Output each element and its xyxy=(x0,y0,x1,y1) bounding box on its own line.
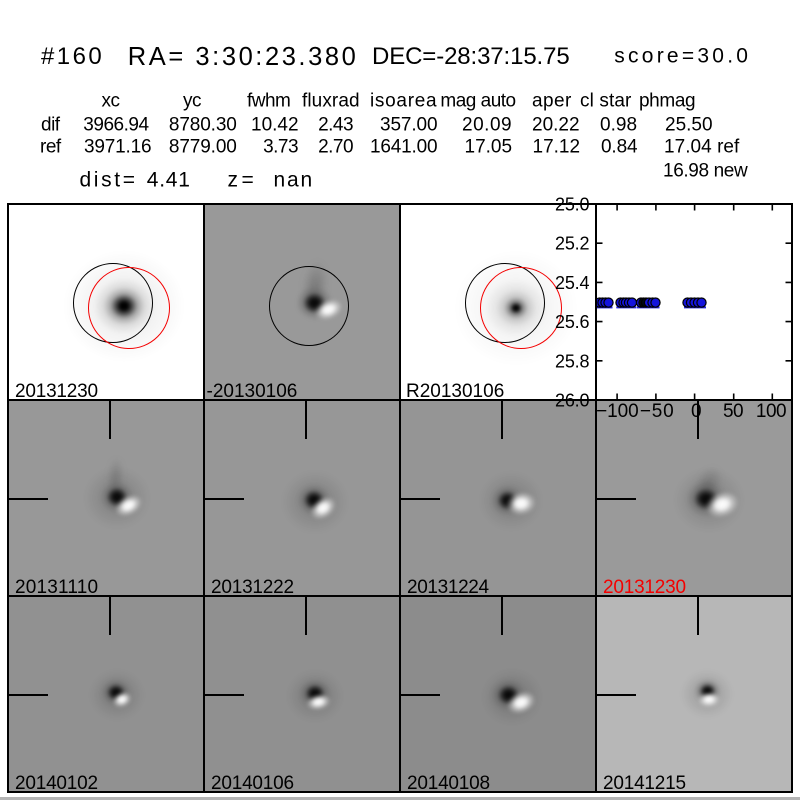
svg-text:25.6: 25.6 xyxy=(555,312,590,332)
svg-text:2.43: 2.43 xyxy=(318,115,353,136)
svg-text:20.22: 20.22 xyxy=(532,115,580,136)
svg-text:20140106: 20140106 xyxy=(211,773,294,794)
svg-text:-20130106: -20130106 xyxy=(207,381,298,402)
svg-text:3966.94: 3966.94 xyxy=(83,115,149,136)
svg-text:isoarea: isoarea xyxy=(370,91,437,112)
svg-text:20131222: 20131222 xyxy=(211,577,294,598)
svg-text:R20130106: R20130106 xyxy=(406,381,504,402)
svg-text:DEC=-28:37:15.75: DEC=-28:37:15.75 xyxy=(372,43,570,70)
svg-text:ref: ref xyxy=(40,137,62,158)
svg-text:20131230: 20131230 xyxy=(603,577,686,598)
svg-text:20131224: 20131224 xyxy=(407,577,490,598)
svg-text:20131230: 20131230 xyxy=(15,381,98,402)
svg-text:0.84: 0.84 xyxy=(601,137,638,158)
svg-text:score=30.0: score=30.0 xyxy=(614,45,751,68)
svg-text:17.04 ref: 17.04 ref xyxy=(664,137,740,158)
svg-text:16.98 new: 16.98 new xyxy=(663,161,748,182)
svg-text:fwhm: fwhm xyxy=(247,91,290,112)
svg-text:2.70: 2.70 xyxy=(318,137,353,158)
svg-text:yc: yc xyxy=(183,91,201,112)
svg-text:aper: aper xyxy=(532,91,572,112)
svg-text:50: 50 xyxy=(723,401,743,422)
svg-text:20141215: 20141215 xyxy=(603,773,686,794)
svg-text:20.09: 20.09 xyxy=(462,115,512,136)
svg-text:−100: −100 xyxy=(596,401,638,422)
svg-text:25.8: 25.8 xyxy=(555,351,590,371)
svg-text:26.0: 26.0 xyxy=(555,391,590,411)
svg-text:4.41: 4.41 xyxy=(147,168,191,191)
svg-text:RA= 3:30:23.380: RA= 3:30:23.380 xyxy=(128,43,359,71)
svg-text:fluxrad: fluxrad xyxy=(302,91,360,112)
svg-text:25.50: 25.50 xyxy=(665,115,713,136)
svg-text:mag auto: mag auto xyxy=(440,91,515,112)
svg-text:20140108: 20140108 xyxy=(407,773,490,794)
svg-text:dist=: dist= xyxy=(80,168,138,191)
svg-text:xc: xc xyxy=(102,91,120,112)
svg-text:8779.00: 8779.00 xyxy=(169,137,237,158)
svg-text:3971.16: 3971.16 xyxy=(84,137,151,158)
svg-text:#160: #160 xyxy=(41,43,104,70)
svg-text:dif: dif xyxy=(41,115,61,136)
svg-text:1641.00: 1641.00 xyxy=(370,137,437,158)
svg-text:357.00: 357.00 xyxy=(380,115,437,136)
svg-text:z=: z= xyxy=(228,168,258,191)
svg-text:100: 100 xyxy=(756,401,786,422)
svg-text:8780.30: 8780.30 xyxy=(169,115,237,136)
svg-text:25.0: 25.0 xyxy=(555,195,590,215)
svg-text:−50: −50 xyxy=(640,401,675,422)
svg-text:20140102: 20140102 xyxy=(15,773,98,794)
svg-text:20131110: 20131110 xyxy=(15,577,98,598)
svg-text:25.2: 25.2 xyxy=(555,234,590,254)
svg-text:cl star: cl star xyxy=(580,91,632,112)
svg-text:0.98: 0.98 xyxy=(600,115,637,136)
svg-text:25.4: 25.4 xyxy=(555,273,590,293)
svg-text:nan: nan xyxy=(274,168,315,191)
svg-text:phmag: phmag xyxy=(639,91,695,112)
svg-text:17.12: 17.12 xyxy=(533,137,581,158)
svg-text:17.05: 17.05 xyxy=(465,137,513,158)
svg-text:3.73: 3.73 xyxy=(263,137,298,158)
svg-text:0: 0 xyxy=(691,401,702,422)
svg-text:10.42: 10.42 xyxy=(251,115,299,136)
